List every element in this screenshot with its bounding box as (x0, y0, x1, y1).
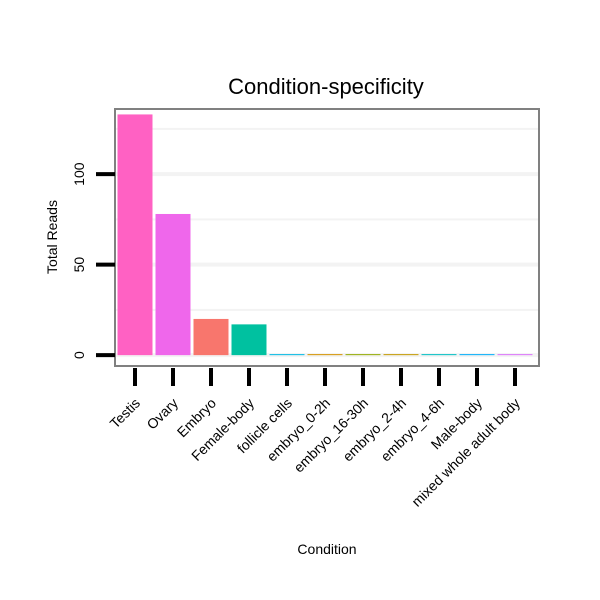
chart-title: Condition-specificity (228, 74, 424, 99)
bar (117, 114, 153, 356)
y-tick-label: 0 (71, 351, 87, 359)
bar (155, 213, 191, 356)
bar (421, 354, 457, 356)
bar (231, 324, 267, 356)
bar (383, 354, 419, 356)
bars (117, 114, 533, 356)
y-axis-label: Total Reads (44, 200, 60, 274)
y-tick-label: 100 (71, 162, 87, 186)
bar (497, 354, 533, 356)
bar (307, 354, 343, 356)
x-axis-label: Condition (297, 541, 356, 557)
bar (345, 354, 381, 356)
bar (193, 318, 229, 356)
bar (459, 354, 495, 356)
y-axis: 0 50 100 (71, 162, 115, 359)
y-tick-label: 50 (71, 257, 87, 273)
plot-border (114, 108, 540, 367)
bar (269, 354, 305, 356)
